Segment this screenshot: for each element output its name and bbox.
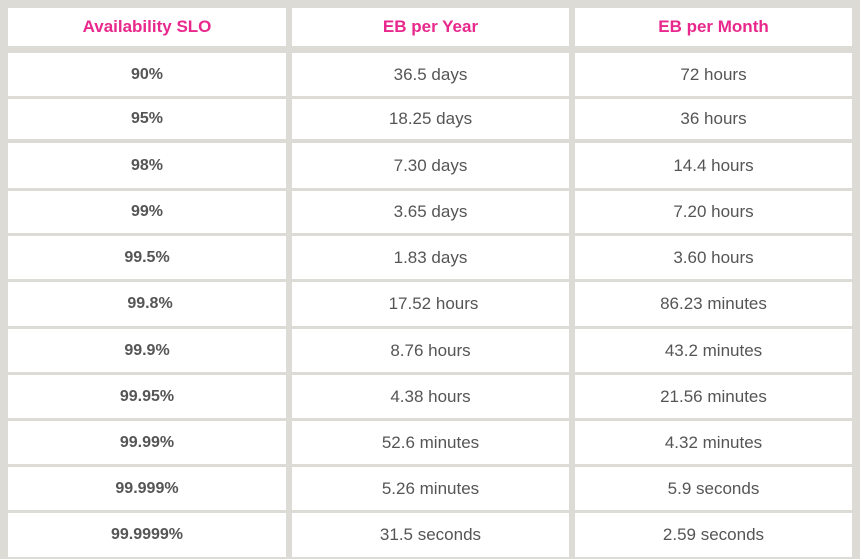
eb-month-cell: 5.9 seconds: [575, 467, 852, 510]
eb-year-cell: 5.26 minutes: [292, 467, 569, 510]
eb-month-cell: 2.59 seconds: [575, 513, 852, 557]
eb-month-cell: 3.60 hours: [575, 236, 852, 279]
eb-month-cell: 86.23 minutes: [575, 282, 852, 326]
slo-cell: 90%: [8, 53, 286, 96]
slo-cell: 99.95%: [8, 375, 286, 418]
slo-cell: 95%: [8, 99, 286, 139]
eb-year-cell: 18.25 days: [292, 99, 569, 139]
header-cell-eb-per-year: EB per Year: [292, 8, 569, 46]
eb-month-cell: 43.2 minutes: [575, 329, 852, 372]
slo-cell: 99.99%: [8, 421, 286, 464]
eb-month-cell: 4.32 minutes: [575, 421, 852, 464]
slo-cell: 99.5%: [8, 236, 286, 279]
eb-month-cell: 72 hours: [575, 53, 852, 96]
header-cell-eb-per-month: EB per Month: [575, 8, 852, 46]
eb-year-cell: 31.5 seconds: [292, 513, 569, 557]
slo-cell: 99.999%: [8, 467, 286, 510]
eb-month-cell: 7.20 hours: [575, 191, 852, 233]
slo-cell: 99.9999%: [8, 513, 286, 557]
eb-year-cell: 8.76 hours: [292, 329, 569, 372]
eb-year-cell: 52.6 minutes: [292, 421, 569, 464]
slo-cell: 99%: [8, 191, 286, 233]
eb-year-cell: 3.65 days: [292, 191, 569, 233]
eb-year-cell: 17.52 hours: [292, 282, 569, 326]
eb-year-cell: 7.30 days: [292, 143, 569, 188]
slo-cell: 99.8%: [8, 282, 286, 326]
eb-month-cell: 21.56 minutes: [575, 375, 852, 418]
eb-year-cell: 36.5 days: [292, 53, 569, 96]
eb-month-cell: 36 hours: [575, 99, 852, 139]
header-cell-availability-slo: Availability SLO: [8, 8, 286, 46]
eb-year-cell: 4.38 hours: [292, 375, 569, 418]
slo-cell: 99.9%: [8, 329, 286, 372]
eb-year-cell: 1.83 days: [292, 236, 569, 279]
slo-cell: 98%: [8, 143, 286, 188]
eb-month-cell: 14.4 hours: [575, 143, 852, 188]
